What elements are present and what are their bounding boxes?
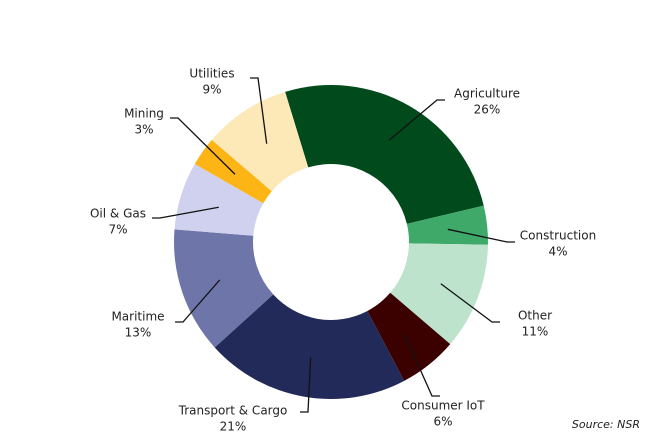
donut-slice (174, 229, 274, 348)
leader-line (175, 279, 221, 323)
leader-line (403, 333, 440, 397)
category-label: Transport & Cargo (178, 404, 288, 418)
value-label: 13% (125, 326, 152, 340)
value-label: 7% (108, 223, 127, 237)
category-label: Other (518, 309, 552, 323)
leader-line (440, 283, 500, 323)
value-label: 9% (202, 83, 221, 97)
category-label: Maritime (111, 310, 164, 324)
donut-slice (285, 84, 484, 224)
leader-line (152, 206, 219, 219)
value-label: 4% (548, 245, 567, 259)
category-label: Agriculture (454, 87, 520, 101)
donut-slice (390, 243, 488, 345)
donut-slice (406, 205, 488, 245)
value-label: 3% (134, 123, 153, 137)
source-note: Source: NSR (572, 418, 640, 431)
value-label: 6% (433, 415, 452, 429)
donut-slice (214, 294, 405, 399)
donut-slice (194, 139, 272, 204)
value-label: 26% (474, 103, 501, 117)
value-label: 11% (522, 325, 549, 339)
category-label: Utilities (189, 67, 234, 81)
leader-line (250, 77, 268, 144)
leader-line (447, 228, 515, 243)
leader-line (170, 117, 236, 175)
leader-line (388, 99, 445, 141)
donut-slice (174, 163, 264, 236)
donut-slice (211, 91, 309, 192)
category-label: Mining (124, 107, 164, 121)
donut-slice (367, 292, 451, 381)
category-label: Consumer IoT (401, 399, 485, 413)
category-label: Construction (520, 229, 596, 243)
leader-line (300, 357, 312, 413)
value-label: 21% (220, 420, 247, 434)
category-label: Oil & Gas (90, 207, 146, 221)
